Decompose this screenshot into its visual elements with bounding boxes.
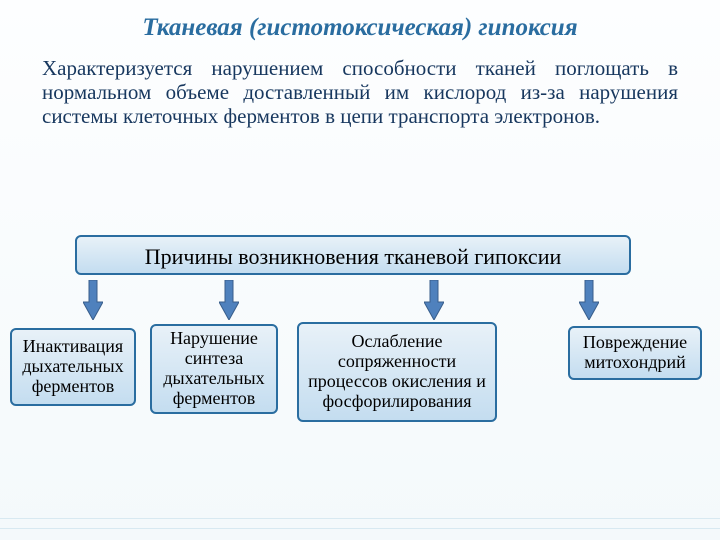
slide-title: Тканевая (гистотоксическая) гипоксия [0, 0, 720, 50]
slide-body-text: Характеризуется нарушением способности т… [0, 50, 720, 128]
child-box-1: Нарушение синтеза дыхательных ферментов [150, 324, 278, 414]
child-box-3: Повреждение митохондрий [568, 326, 702, 380]
arrow-down-icon [83, 280, 103, 320]
child-box-0: Инактивация дыхательных ферментов [10, 328, 136, 406]
arrow-down-icon [579, 280, 599, 320]
decorative-line-top [0, 518, 720, 519]
decorative-line-bottom [0, 528, 720, 529]
arrow-down-icon [424, 280, 444, 320]
main-box: Причины возникновения тканевой гипоксии [75, 235, 631, 275]
child-box-2: Ослабление сопряженности процессов окисл… [297, 322, 497, 422]
arrow-down-icon [219, 280, 239, 320]
